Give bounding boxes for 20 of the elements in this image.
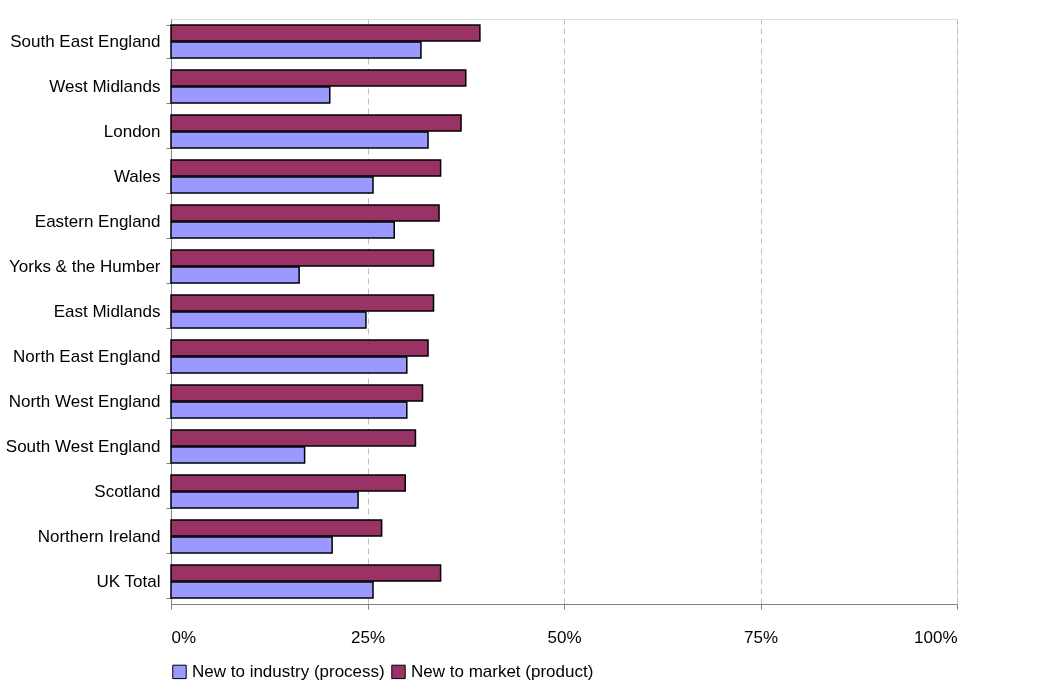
- y-tick-label: North East England: [13, 347, 161, 366]
- y-tick-label: Wales: [113, 167, 161, 186]
- y-tick-label: North West England: [8, 392, 161, 411]
- legend-label: New to industry (process): [192, 661, 385, 681]
- y-tick-label: Northern Ireland: [37, 527, 161, 546]
- y-tick-label: East Midlands: [53, 302, 161, 321]
- y-tick-label: South East England: [10, 32, 161, 51]
- y-tick-label: Scotland: [94, 482, 161, 501]
- x-tick-label: 75%: [743, 627, 779, 647]
- y-tick-label: South West England: [5, 437, 161, 456]
- x-tick-label: 25%: [350, 627, 386, 647]
- x-tick-label: 50%: [547, 627, 582, 647]
- legend-label: New to market (product): [411, 661, 594, 681]
- y-tick-label: London: [103, 122, 161, 141]
- y-tick-label: West Midlands: [49, 77, 161, 96]
- x-tick-label: 100%: [914, 627, 958, 647]
- y-tick-label: UK Total: [96, 572, 161, 591]
- x-tick-label: 0%: [171, 627, 197, 647]
- y-tick-label: Yorks & the Humber: [9, 257, 161, 276]
- y-tick-label: Eastern England: [34, 212, 161, 231]
